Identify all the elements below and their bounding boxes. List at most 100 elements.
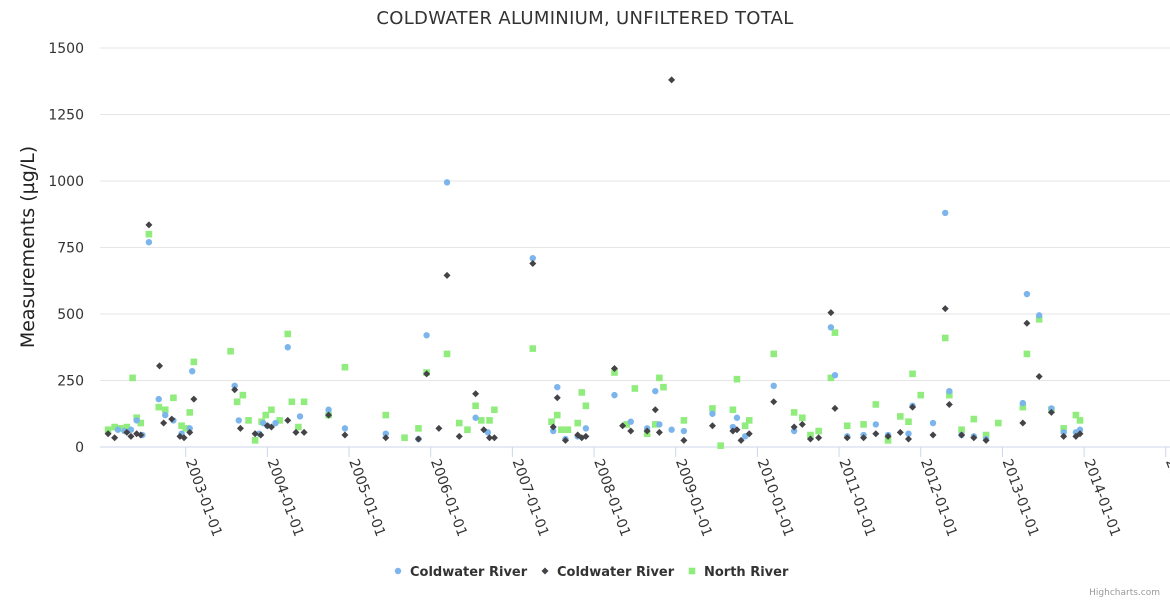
data-point[interactable] [843,434,851,442]
data-point[interactable] [1035,373,1043,381]
data-point[interactable] [443,271,451,279]
data-point[interactable] [733,414,741,421]
data-point[interactable] [443,179,451,186]
data-point[interactable] [790,423,798,431]
data-point[interactable] [129,374,136,382]
data-point[interactable] [484,429,492,436]
data-point[interactable] [145,238,153,246]
data-point[interactable] [729,406,737,414]
data-point[interactable] [1047,408,1055,416]
data-point[interactable] [284,416,292,424]
data-point[interactable] [341,425,349,432]
data-point[interactable] [827,324,835,331]
data-point[interactable] [104,430,112,438]
data-point[interactable] [325,411,333,419]
data-point[interactable] [631,385,639,392]
data-point[interactable] [733,426,741,434]
data-point[interactable] [227,347,234,355]
data-point[interactable] [1023,319,1031,327]
data-point[interactable] [798,420,806,428]
data-point[interactable] [170,394,177,402]
data-point[interactable] [486,434,494,442]
data-point[interactable] [680,417,688,424]
data-point[interactable] [790,427,798,435]
data-point[interactable] [382,430,389,437]
data-point[interactable] [643,427,651,435]
data-point[interactable] [168,415,176,423]
data-point[interactable] [553,411,561,419]
data-point[interactable] [958,431,966,439]
data-point[interactable] [455,432,463,440]
data-point[interactable] [111,423,118,431]
data-point[interactable] [941,305,949,313]
data-point[interactable] [1076,417,1084,424]
data-point[interactable] [423,370,431,378]
data-point[interactable] [186,409,194,416]
data-point[interactable] [941,334,949,342]
data-point[interactable] [1035,316,1043,323]
data-point[interactable] [611,391,618,399]
data-point[interactable] [529,259,537,267]
data-point[interactable] [186,425,193,432]
data-point[interactable] [1060,432,1068,440]
data-point[interactable] [623,421,631,428]
data-point[interactable] [708,422,716,430]
data-point[interactable] [582,432,590,440]
data-point[interactable] [267,423,275,431]
legend-item[interactable]: North River [688,565,789,580]
data-point[interactable] [1072,411,1080,419]
data-point[interactable] [909,370,916,378]
data-point[interactable] [160,419,168,427]
data-point[interactable] [660,383,667,391]
data-point[interactable] [549,423,557,431]
data-point[interactable] [231,386,239,394]
data-point[interactable] [709,405,716,412]
data-point[interactable] [295,423,302,431]
data-point[interactable] [300,398,308,406]
legend-item[interactable]: Coldwater River [541,565,675,580]
data-point[interactable] [729,423,737,431]
data-point[interactable] [827,309,835,317]
data-point[interactable] [745,430,753,438]
data-point[interactable] [236,424,244,432]
data-point[interactable] [480,426,488,434]
data-point[interactable] [245,417,252,424]
data-point[interactable] [262,411,270,419]
data-point[interactable] [554,383,561,391]
data-point[interactable] [807,431,814,439]
data-point[interactable] [770,382,777,390]
data-point[interactable] [561,436,569,444]
data-point[interactable] [790,409,798,416]
data-point[interactable] [905,418,912,426]
data-point[interactable] [872,421,880,428]
data-point[interactable] [529,254,536,262]
data-point[interactable] [904,435,912,443]
data-point[interactable] [709,410,716,417]
data-point[interactable] [284,330,292,338]
data-point[interactable] [145,221,153,229]
data-point[interactable] [162,411,169,419]
data-point[interactable] [843,422,851,430]
data-point[interactable] [553,394,561,402]
data-point[interactable] [1019,399,1027,407]
data-point[interactable] [1023,350,1031,358]
data-point[interactable] [564,426,572,434]
data-point[interactable] [815,427,822,435]
credits-link[interactable]: Highcharts.com [1089,588,1160,598]
data-point[interactable] [182,425,189,432]
data-point[interactable] [970,434,978,442]
data-point[interactable] [127,426,135,433]
data-point[interactable] [472,402,479,410]
data-point[interactable] [884,432,892,440]
data-point[interactable] [1076,426,1084,433]
data-point[interactable] [741,422,749,430]
data-point[interactable] [435,424,443,432]
data-point[interactable] [970,415,978,423]
data-point[interactable] [1019,403,1027,411]
data-point[interactable] [341,431,349,439]
data-point[interactable] [464,426,471,434]
data-point[interactable] [656,421,663,428]
data-point[interactable] [745,417,753,424]
data-point[interactable] [257,431,265,439]
data-point[interactable] [455,419,463,427]
